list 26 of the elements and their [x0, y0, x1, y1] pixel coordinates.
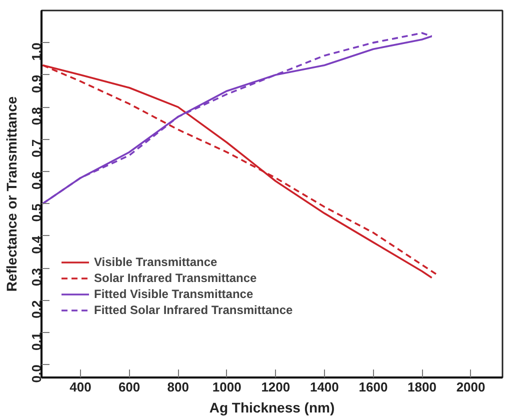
- legend-label: Fitted Visible Transmittance: [94, 287, 254, 301]
- legend-label: Visible Transmittance: [94, 255, 218, 269]
- y-tick-label: 1.0: [29, 42, 44, 61]
- y-tick-label: 0.6: [29, 171, 44, 190]
- y-tick-label: 0.5: [29, 204, 44, 222]
- y-tick-label: 0.1: [29, 332, 44, 350]
- x-tick-label: 600: [118, 380, 140, 394]
- x-tick-label: 1800: [408, 380, 436, 394]
- legend-label: Fitted Solar Infrared Transmittance: [94, 303, 293, 317]
- x-tick-label: 800: [167, 380, 189, 394]
- y-tick-label: 0.0: [29, 364, 44, 383]
- x-tick-label: 1000: [212, 380, 242, 394]
- x-tick-label: 1200: [261, 380, 290, 394]
- y-tick-label: 0.9: [29, 74, 44, 93]
- y-axis-title: Reflectance or Transmittance: [4, 96, 20, 292]
- y-tick-label: 0.2: [29, 300, 44, 318]
- x-tick-label: 1400: [310, 380, 339, 394]
- y-tick-label: 0.3: [29, 268, 44, 286]
- x-tick-label: 400: [70, 380, 92, 394]
- x-tick-label: 1600: [358, 380, 388, 394]
- x-axis-title: Ag Thickness (nm): [209, 400, 335, 416]
- y-tick-label: 0.7: [29, 139, 44, 158]
- legend-label: Solar Infrared Transmittance: [94, 271, 257, 285]
- y-tick-label: 0.4: [29, 235, 44, 254]
- x-tick-label: 2000: [456, 380, 486, 394]
- y-tick-label: 0.8: [29, 107, 44, 126]
